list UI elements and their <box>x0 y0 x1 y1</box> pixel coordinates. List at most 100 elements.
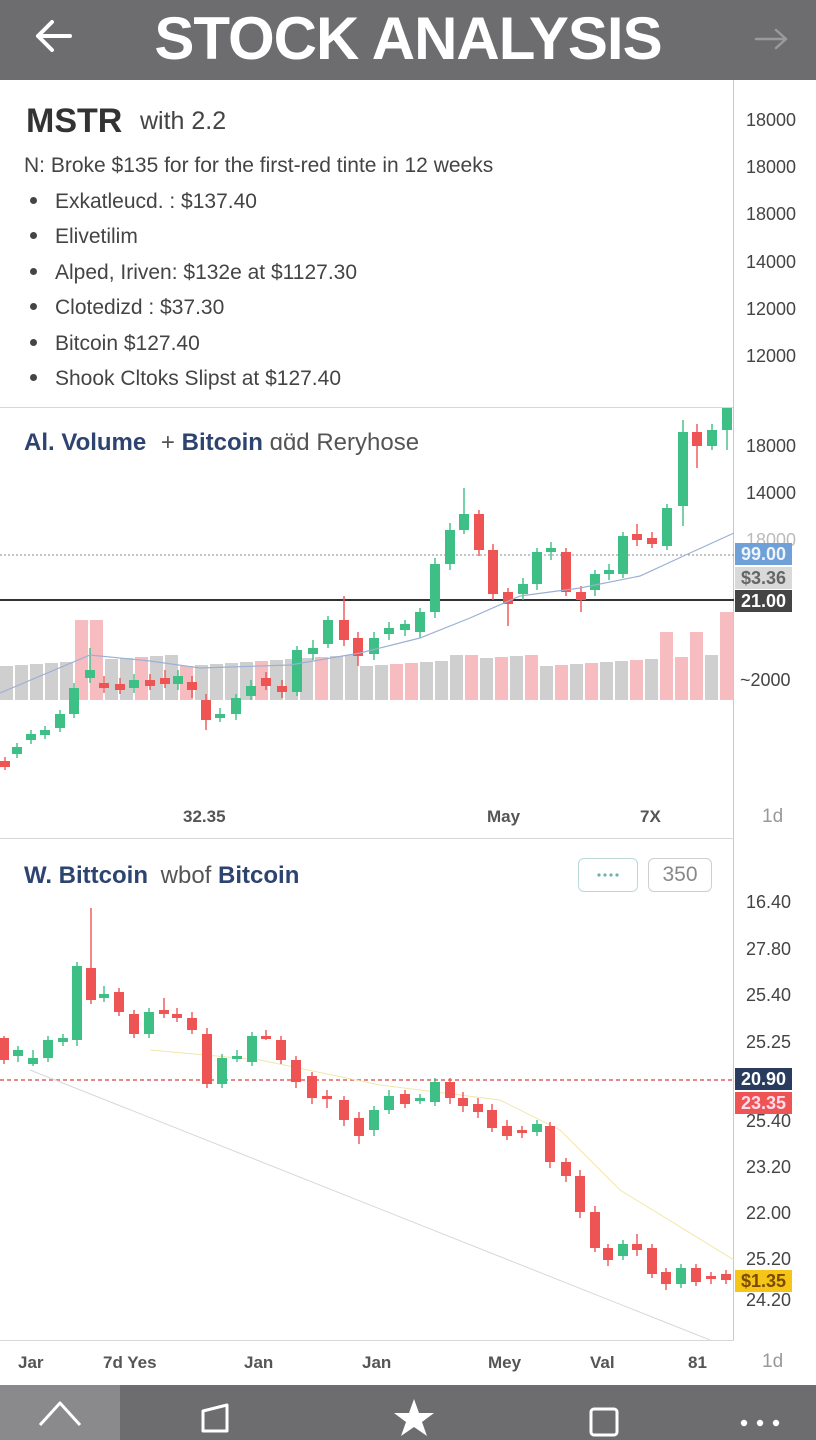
candle-body <box>707 430 717 446</box>
volume-bar <box>330 656 343 700</box>
list-item-text: Clotedizd : $37.30 <box>55 296 225 320</box>
candle-body <box>400 624 410 630</box>
candle-body <box>115 684 125 690</box>
candle-body <box>129 1014 139 1034</box>
candle-body <box>576 592 586 600</box>
panel1-chart[interactable] <box>0 408 734 838</box>
volume-bar <box>180 666 193 700</box>
list-item: Alped, Iriven: $132e at $1127.30 <box>30 259 357 294</box>
list-item: Exkatleucd. : $137.40 <box>30 188 357 223</box>
interval-value-button[interactable]: 350 <box>648 858 712 892</box>
candle-body <box>459 514 469 530</box>
nav-home-button[interactable] <box>0 1385 120 1440</box>
candle-body <box>201 700 211 720</box>
volume-bar <box>390 664 403 700</box>
candle-body <box>603 1248 613 1260</box>
volume-bars <box>0 612 733 700</box>
x-axis-label: Jan <box>362 1353 392 1372</box>
candle-body <box>561 1162 571 1176</box>
panel2-chart[interactable] <box>0 900 734 1340</box>
candle-body <box>0 761 10 767</box>
price-axis-label: 23.20 <box>746 1157 792 1177</box>
nav-square-button[interactable] <box>574 1385 634 1440</box>
candle-body <box>384 1096 394 1110</box>
candle-body <box>307 1076 317 1098</box>
candle-body <box>217 1058 227 1084</box>
price-axis-label: 18000 <box>746 157 797 177</box>
price-axis-label: 25.20 <box>746 1249 792 1269</box>
candle-body <box>160 678 170 684</box>
volume-bar <box>465 655 478 700</box>
panel1-title: Al. Volume + Bitcoin ɑɑ̈d Reryhose <box>24 429 419 457</box>
candle-body <box>323 620 333 644</box>
candle-body <box>99 994 109 998</box>
candle-body <box>706 1276 716 1279</box>
candle-body <box>85 670 95 678</box>
bullet-icon <box>30 338 37 346</box>
volume-bar <box>105 659 118 700</box>
candle-body <box>322 1096 332 1099</box>
dots-icon <box>597 873 619 877</box>
timeframe-label[interactable]: 1d <box>762 806 784 827</box>
volume-bar <box>15 665 28 700</box>
nav-bookmark-button[interactable] <box>185 1385 245 1440</box>
candle-body <box>276 1040 286 1060</box>
panel2-title: W. Bittcoin wbof Bitcoin <box>24 862 299 890</box>
candle-body <box>13 1050 23 1056</box>
candle-body <box>632 534 642 540</box>
square-icon <box>589 1407 619 1437</box>
candle-body <box>590 574 600 590</box>
list-item-text: Bitcoin $127.40 <box>55 331 200 355</box>
moving-average-line <box>149 1049 734 1261</box>
forward-button[interactable] <box>752 24 792 54</box>
candle-body <box>159 1010 169 1014</box>
candle-body <box>662 508 672 546</box>
candle-body <box>129 680 139 688</box>
candle-body <box>474 514 484 550</box>
volume-bar <box>120 658 133 700</box>
timeframe-label[interactable]: 1d <box>762 1351 784 1372</box>
candle-body <box>58 1038 68 1042</box>
volume-bar <box>300 658 313 700</box>
price-candles <box>0 408 732 770</box>
candle-body <box>231 698 241 714</box>
candle-body <box>445 530 455 564</box>
price-tag: 99.00 <box>735 543 793 565</box>
candle-body <box>502 1126 512 1136</box>
price-axis-label: 12000 <box>746 299 797 319</box>
candle-body <box>339 620 349 640</box>
candle-body <box>575 1176 585 1212</box>
nav-more-button[interactable] <box>730 1385 790 1440</box>
volume-bar <box>720 612 733 700</box>
volume-bar <box>45 663 58 700</box>
candle-body <box>545 1126 555 1162</box>
ticker-subtitle: with 2.2 <box>140 107 227 135</box>
price-tag: 20.90 <box>735 1068 793 1090</box>
candle-body <box>187 682 197 690</box>
x-axis-label: Jar <box>18 1353 44 1372</box>
price-axis-label: 18000 <box>746 436 797 456</box>
volume-bar <box>90 620 103 700</box>
list-item-text: Exkatleucd. : $137.40 <box>55 190 257 213</box>
price-tag: 21.00 <box>735 590 793 612</box>
chart-options-button[interactable] <box>578 858 638 892</box>
price-axis-label: 12000 <box>746 346 797 366</box>
bullet-list: Exkatleucd. : $137.40 Elivetilim Alped, … <box>30 188 357 400</box>
x-axis-label: Val <box>590 1353 615 1372</box>
volume-bar <box>435 661 448 700</box>
volume-bar <box>165 655 178 700</box>
volume-bar <box>345 655 358 700</box>
candle-body <box>678 432 688 506</box>
back-button[interactable] <box>30 14 76 60</box>
nav-star-button[interactable] <box>384 1385 444 1440</box>
candle-body <box>488 550 498 594</box>
candle-body <box>518 584 528 594</box>
candle-body <box>292 650 302 692</box>
app-header: STOCK ANALYSIS <box>0 0 816 80</box>
candle-body <box>661 1272 671 1284</box>
volume-bar <box>705 655 718 700</box>
candle-body <box>647 538 657 544</box>
list-item: Shook Cltoks Slipst at $127.40 <box>30 365 357 400</box>
price-tag: 23.35 <box>735 1092 793 1114</box>
price-axis-label: 25.25 <box>746 1032 792 1052</box>
